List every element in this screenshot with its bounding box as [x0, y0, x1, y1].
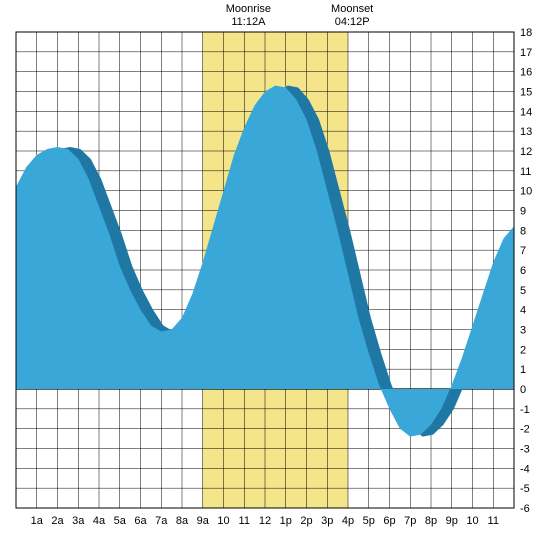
y-axis-label: 0	[520, 384, 526, 396]
x-axis-label: 3p	[321, 515, 333, 527]
x-axis-label: 2a	[51, 515, 64, 527]
x-axis-label: 1p	[280, 515, 292, 527]
x-axis-label: 5p	[363, 515, 375, 527]
y-axis-label: 6	[520, 265, 526, 277]
y-axis-label: -5	[520, 483, 530, 495]
y-axis-label: 4	[520, 305, 526, 317]
y-axis-label: 15	[520, 87, 532, 99]
y-axis-label: 18	[520, 27, 532, 39]
y-axis-label: 2	[520, 344, 526, 356]
y-axis-label: 9	[520, 206, 526, 218]
y-axis-label: 11	[520, 166, 531, 178]
y-axis-label: 5	[520, 285, 526, 297]
x-axis-label: 7a	[155, 515, 168, 527]
x-axis-label: 10	[217, 515, 229, 527]
moonrise-time: 11:12A	[231, 16, 266, 28]
y-axis-label: 16	[520, 67, 532, 79]
y-axis-label: -6	[520, 503, 530, 515]
y-axis-label: -3	[520, 444, 530, 456]
y-axis-label: 14	[520, 106, 532, 118]
x-axis-label: 12	[259, 515, 271, 527]
y-axis-label: -4	[520, 463, 530, 475]
x-axis-label: 4p	[342, 515, 354, 527]
y-axis-label: 1	[520, 364, 526, 376]
tide-chart: 1a2a3a4a5a6a7a8a9a1011121p2p3p4p5p6p7p8p…	[0, 0, 550, 550]
x-axis-label: 9p	[446, 515, 458, 527]
x-axis-label: 8p	[425, 515, 437, 527]
x-axis-label: 3a	[72, 515, 85, 527]
x-axis-label: 11	[239, 515, 250, 527]
x-axis-label: 2p	[300, 515, 312, 527]
y-axis-label: -1	[520, 404, 530, 416]
y-axis-label: 13	[520, 126, 532, 138]
x-axis-label: 8a	[176, 515, 189, 527]
x-axis-label: 4a	[93, 515, 106, 527]
y-axis-label: 8	[520, 225, 526, 237]
y-axis-label: -2	[520, 424, 530, 436]
x-axis-label: 9a	[197, 515, 210, 527]
y-axis-label: 7	[520, 245, 526, 257]
y-axis-label: 12	[520, 146, 532, 158]
moonrise-title: Moonrise	[226, 3, 271, 15]
chart-svg: 1a2a3a4a5a6a7a8a9a1011121p2p3p4p5p6p7p8p…	[0, 0, 550, 550]
y-axis-label: 3	[520, 325, 526, 337]
x-axis-label: 11	[488, 515, 499, 527]
y-axis-label: 17	[520, 47, 532, 59]
y-axis-label: 10	[520, 186, 532, 198]
x-axis-label: 1a	[31, 515, 44, 527]
x-axis-label: 10	[466, 515, 478, 527]
moonset-time: 04:12P	[335, 16, 370, 28]
moonset-title: Moonset	[331, 3, 373, 15]
x-axis-label: 7p	[404, 515, 416, 527]
x-axis-label: 5a	[114, 515, 127, 527]
x-axis-label: 6p	[383, 515, 395, 527]
x-axis-label: 6a	[134, 515, 147, 527]
